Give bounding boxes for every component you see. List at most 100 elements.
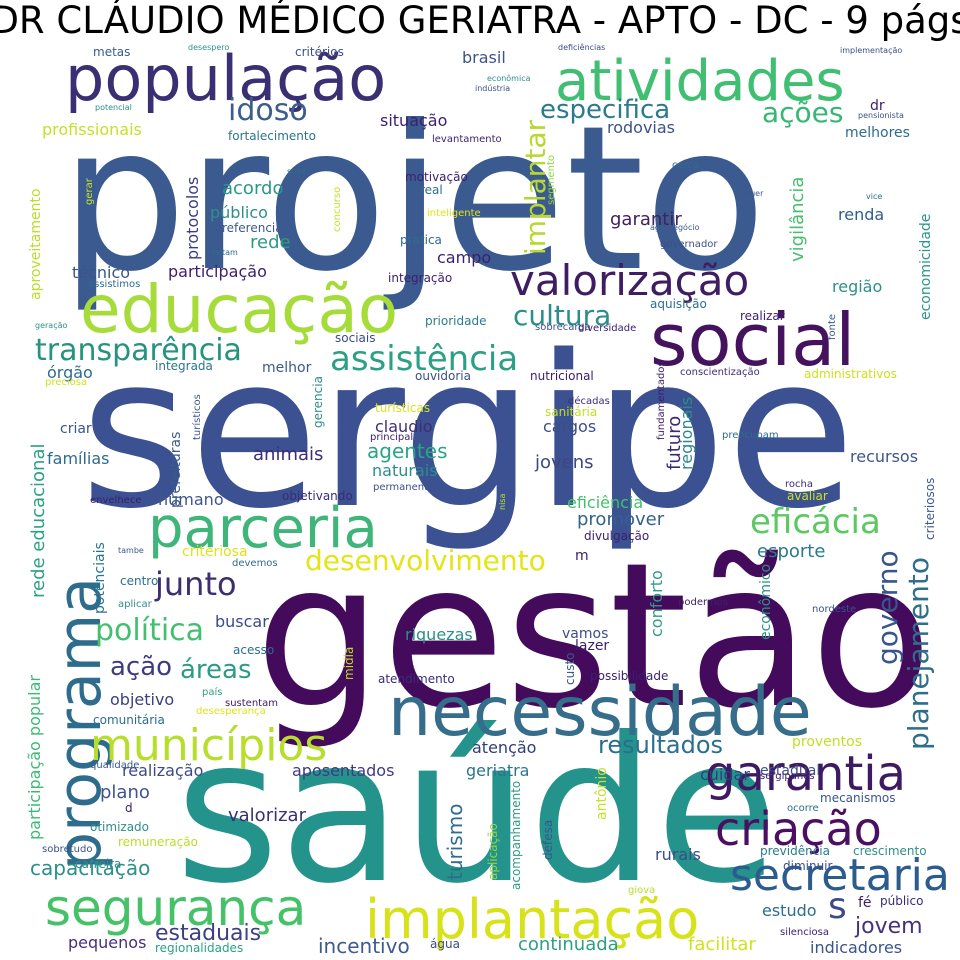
word-industria: indústria xyxy=(475,84,510,93)
word-prefeituras: prefeituras xyxy=(168,432,184,508)
word-otimizado: otimizado xyxy=(90,820,149,834)
word-sergipanos: sergipanos xyxy=(760,771,815,782)
word-nordeste: nordeste xyxy=(812,604,856,615)
word-parceria: parceria xyxy=(148,496,378,561)
word-naturais: naturais xyxy=(372,461,438,480)
word-humano: humano xyxy=(158,490,224,509)
word-desenvolvimento: desenvolvimento xyxy=(305,544,546,577)
word-valorizacao: valorização xyxy=(510,256,749,305)
word-facilitar: facilitar xyxy=(688,934,756,955)
word-potencial: potencial xyxy=(95,103,132,112)
word-levantamento: levantamento xyxy=(432,134,502,145)
word-incentivo: incentivo xyxy=(318,934,410,958)
word-jovem: jovem xyxy=(854,914,923,939)
word-aplicacao: aplicação xyxy=(486,823,500,880)
word-sofre: sofre xyxy=(287,167,307,176)
word-tecnico: técnico xyxy=(72,263,130,282)
word-criteriosa: criteriosa xyxy=(182,544,248,560)
word-planejamento: planejamento xyxy=(902,557,935,750)
word-referencia: referencia xyxy=(222,221,283,235)
word-situacao: situação xyxy=(380,111,447,130)
word-nutricional: nutricional xyxy=(530,369,594,383)
word-real: real xyxy=(420,183,443,197)
word-social: social xyxy=(650,298,855,382)
word-requer: requer xyxy=(737,189,764,198)
page-title: DR CLÁUDIO MÉDICO GERIATRA - APTO - DC -… xyxy=(0,0,960,42)
word-buscar: buscar xyxy=(215,612,269,631)
word-rede-educacional: rede educacional xyxy=(28,444,49,599)
word-vamos: vamos xyxy=(562,626,608,642)
word-participacao: participação xyxy=(168,262,267,281)
word-silenciosa: silenciosa xyxy=(780,927,829,938)
word-acoes: ações xyxy=(762,96,844,129)
word-agentes: agentes xyxy=(367,439,448,463)
word-aquisicao: aquisição xyxy=(650,297,707,311)
word-programa: programa xyxy=(45,577,115,870)
word-aposentados: aposentados xyxy=(292,761,394,780)
word-economica: econômica xyxy=(487,73,531,83)
word-devemos: devemos xyxy=(232,558,278,569)
word-estudo: estudo xyxy=(762,901,817,920)
word-especifica: especifica xyxy=(540,95,670,125)
word-conscientizacao: conscientização xyxy=(680,367,760,378)
word-transparencia: transparência xyxy=(35,333,242,368)
word-governo: governo xyxy=(871,550,904,665)
word-regionais: regionais xyxy=(677,397,696,470)
word-fonte: fonte xyxy=(827,314,838,340)
word-regionalidades: regionalidades xyxy=(155,941,243,955)
word-custo: custo xyxy=(563,652,577,685)
word-atividades: atividades xyxy=(555,49,845,114)
word-rodovias: rodovias xyxy=(607,118,675,137)
word-rurais: rurais xyxy=(655,845,701,864)
word-cargos: cargos xyxy=(543,417,596,436)
word-familias: famílias xyxy=(47,449,110,468)
word-cultura: cultura xyxy=(513,299,611,332)
word-sobretudo: sobretudo xyxy=(42,844,92,855)
word-dr: dr xyxy=(870,98,885,114)
word-brasil: brasil xyxy=(462,48,506,67)
word-ouvidoria: ouvidoria xyxy=(415,369,471,383)
word-jovens: jovens xyxy=(534,452,594,473)
word-giova: giova xyxy=(628,885,655,896)
word-pensionista: pensionista xyxy=(858,111,904,120)
word-garantir: garantir xyxy=(610,209,682,230)
word-continuada: continuada xyxy=(518,934,619,955)
word-campo: campo xyxy=(437,248,491,267)
word-pequenos: pequenos xyxy=(68,933,146,952)
word-divulgacao: divulgação xyxy=(584,529,649,543)
word-vigilancia: vigilância xyxy=(787,177,808,262)
word-agronegocio: agronegócio xyxy=(650,222,700,232)
word-realizar: realizar xyxy=(740,309,785,323)
word-administrativos: administrativos xyxy=(804,367,897,381)
word-motivacao: motivação xyxy=(405,170,468,184)
word-sustentam: sustentam xyxy=(225,698,278,709)
word-sociais: sociais xyxy=(335,331,375,345)
word-prioridade: prioridade xyxy=(425,314,486,328)
word-avaliar: avaliar xyxy=(787,489,828,503)
word-rede: rede xyxy=(250,232,291,253)
word-fortalecimento: fortalecimento xyxy=(228,129,316,143)
word-geriatra: geriatra xyxy=(466,761,529,780)
word-turisticas: turísticas xyxy=(375,401,430,415)
word-d: d xyxy=(125,801,133,815)
word-implantacao: implantação xyxy=(365,888,699,951)
word-acordo: acordo xyxy=(222,178,283,199)
word-s: s xyxy=(828,886,847,927)
word-populacao: população xyxy=(65,42,386,115)
word-mecanismos: mecanismos xyxy=(820,791,896,805)
word-saude: saúde xyxy=(175,695,779,928)
word-secretaria: secretaria xyxy=(730,850,950,901)
word-criacao: criação xyxy=(715,802,882,856)
word-areas: áreas xyxy=(180,655,252,685)
word-nisa: nisa xyxy=(498,494,507,510)
word-tambe: tambe xyxy=(118,546,144,555)
word-criterios: critérios xyxy=(295,45,344,59)
word-cerca: cerca xyxy=(672,160,699,171)
word-politica: política xyxy=(95,613,204,648)
word-melhores: melhores xyxy=(845,125,910,141)
word-criteriosos: criteriosos xyxy=(923,478,937,540)
word-turisticos: turísticos xyxy=(191,394,203,440)
word-melhor: melhor xyxy=(262,360,312,376)
word-deficiencias: deficiências xyxy=(558,42,605,52)
